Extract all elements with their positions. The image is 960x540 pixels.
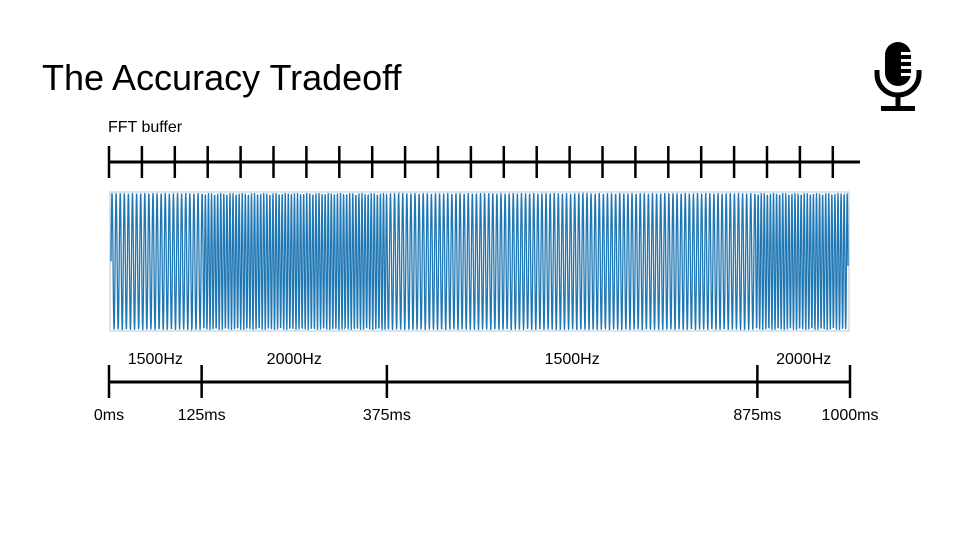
fft-buffer-label: FFT buffer <box>108 119 183 136</box>
waveform <box>110 191 849 332</box>
waveform-frame <box>109 191 850 332</box>
timeline-axis <box>107 365 852 398</box>
fft-buffer-axis <box>107 146 860 178</box>
time-label: 875ms <box>733 407 782 424</box>
segment-frequency-label: 1500Hz <box>127 351 183 368</box>
time-label: 1000ms <box>821 407 879 424</box>
slide-title: The Accuracy Tradeoff <box>42 57 402 98</box>
time-label: 375ms <box>362 407 411 424</box>
segment-frequency-label: 1500Hz <box>544 351 600 368</box>
microphone-icon <box>874 42 922 111</box>
time-label: 0ms <box>93 407 125 424</box>
segment-frequency-label: 2000Hz <box>266 351 322 368</box>
segment-frequency-label: 2000Hz <box>776 351 832 368</box>
time-label: 125ms <box>177 407 226 424</box>
